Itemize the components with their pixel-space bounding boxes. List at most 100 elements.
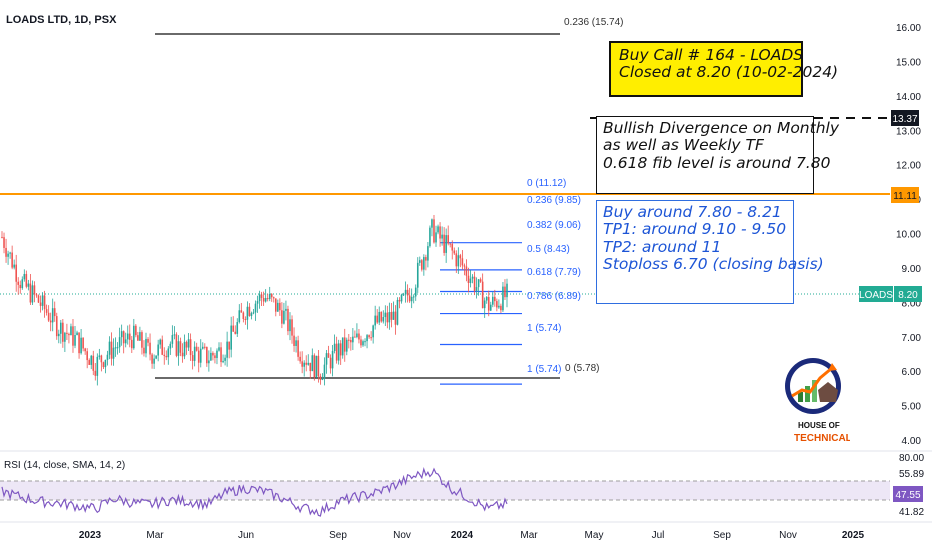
candle [335,336,338,364]
candle [285,300,287,321]
candle [305,355,308,372]
target-badge-text: 13.37 [892,114,917,125]
candle [477,278,480,296]
candle [437,224,439,235]
candle [62,318,64,348]
time-tick: 2023 [79,530,102,541]
time-tick: May [585,530,604,541]
candle [433,215,435,244]
candle [414,284,417,301]
candle [315,355,318,378]
candle [151,352,153,369]
candle [90,354,93,370]
resistance-badge-text: 11.11 [893,191,917,202]
candle [183,334,186,360]
candle [47,305,50,322]
candle [206,346,208,367]
candle [210,347,212,362]
price-axis: 16.0015.0014.0013.0012.0011.0010.009.008… [896,23,921,447]
candle [331,344,334,377]
candle [461,250,464,270]
candle [348,333,350,349]
candle [443,227,445,256]
candle [467,267,470,293]
fib-one-label: 1 (5.74) [527,364,561,375]
candle [116,342,119,355]
candle [254,300,257,321]
candle [226,331,228,367]
candle [410,288,413,309]
candle [13,259,15,270]
target-badge [891,110,919,126]
price-tick: 10.00 [896,230,921,241]
rsi-line [1,467,508,517]
candle [289,312,291,341]
candle [143,340,145,357]
candle [35,292,38,298]
last-price-badge [894,286,922,302]
candle [268,286,271,302]
candle [260,291,263,307]
candle [455,250,458,273]
candle [167,346,170,365]
candle [473,271,476,296]
candle [165,350,168,361]
candle [161,335,164,356]
candle [356,323,358,339]
candle [453,247,456,255]
candle [272,296,275,303]
candle [459,253,462,268]
rsi-value-text: 47.55 [895,490,920,501]
candle [145,332,147,358]
candle [114,337,117,357]
candle [392,301,395,320]
fib-label: 0.618 (7.79) [527,267,581,278]
candle [128,324,131,348]
candle [37,294,40,304]
candle [57,329,60,344]
candle [425,254,427,271]
price-tick: 9.00 [902,264,922,275]
candle [234,325,237,335]
chart-title: LOADS LTD, 1D, PSX [6,14,117,26]
candle [378,306,381,326]
rsi-label: RSI (14, close, SMA, 14, 2) [4,460,125,471]
plan-line: TP1: around 9.10 - 9.50 [603,220,787,239]
time-axis: 2023 Mar Jun Sep Nov 2024 Mar May Jul Sep Nov 2025 [79,530,865,541]
candle [232,316,235,332]
candle [325,349,328,374]
candle [220,342,222,367]
candle [489,301,492,312]
candle [281,302,283,329]
candle [435,225,437,247]
fib-label: 0.5 (8.43) [527,244,570,255]
candle [60,319,62,344]
candle [287,305,289,336]
candle [244,316,247,325]
time-tick: Nov [779,530,797,541]
candle [11,245,13,270]
candle [502,282,504,313]
candle [463,263,466,276]
candle [270,293,273,302]
price-tick: 4.00 [902,436,922,447]
candle [173,326,176,340]
fib-levels [440,242,522,385]
plan-line: Stoploss 6.70 (closing basis) [603,255,824,274]
candle [55,312,58,340]
candle [343,328,346,362]
candle [126,325,129,345]
price-tick: 6.00 [902,367,922,378]
last-price-badge-text: 8.20 [898,290,918,301]
note-line: 0.618 fib level is around 7.80 [603,153,831,172]
candle [124,332,127,348]
time-tick: Nov [393,530,411,541]
candle [388,302,391,330]
fib-label: 0.382 (9.06) [527,220,581,231]
candle [341,337,344,359]
note-line: Bullish Divergence on Monthly [603,119,840,137]
candle [181,343,184,363]
candle [193,341,196,367]
candle [88,358,91,365]
